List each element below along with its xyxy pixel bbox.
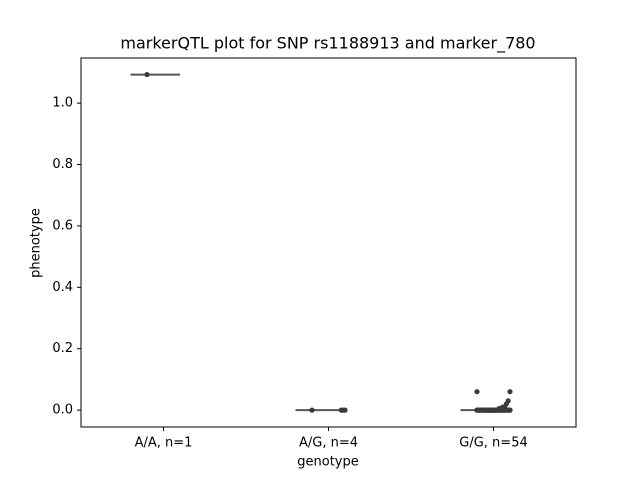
chart-title: markerQTL plot for SNP rs1188913 and mar…	[120, 34, 535, 54]
x-tick-label: A/A, n=1	[135, 436, 193, 451]
point	[474, 389, 480, 395]
plot-frame	[80, 57, 577, 428]
point	[144, 71, 150, 78]
y-tick-label: 1.0	[52, 96, 73, 111]
y-tick-label: 0.2	[52, 341, 73, 356]
x-tick-label: A/G, n=4	[299, 436, 358, 451]
point	[507, 389, 513, 395]
y-tick-label: 0.0	[52, 403, 73, 418]
point	[481, 407, 487, 413]
y-tick-label: 0.4	[52, 280, 73, 295]
y-tick-label: 0.8	[52, 157, 73, 172]
x-tick-label: G/G, n=54	[459, 436, 527, 451]
point	[309, 407, 315, 413]
point	[474, 407, 480, 413]
point	[338, 407, 344, 413]
y-tick-label: 0.6	[52, 218, 73, 233]
x-axis-label: genotype	[297, 455, 358, 470]
y-axis-label: phenotype	[29, 208, 44, 278]
